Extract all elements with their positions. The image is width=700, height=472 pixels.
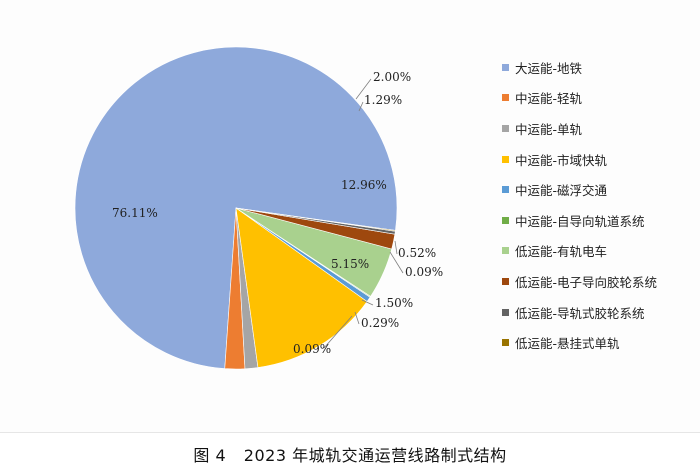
legend-label: 中运能-单轨 — [515, 121, 583, 137]
data-label: 1.29% — [364, 93, 402, 107]
pie-chart: 76.11% 2.00% 1.29% 12.96% 0.52% 0.09% 5.15% 1.5… — [74, 46, 443, 370]
legend-label: 低运能-电子导向胶轮系统 — [515, 274, 658, 290]
legend-label: 低运能-导轨式胶轮系统 — [515, 305, 645, 321]
data-label: 0.09% — [293, 342, 331, 356]
data-label: 0.52% — [398, 246, 436, 260]
data-label: 5.15% — [331, 257, 369, 271]
legend-swatch — [502, 339, 509, 347]
legend-swatch — [502, 63, 509, 71]
figure-caption: 图 4 2023 年城轨交通运营线路制式结构 — [0, 442, 700, 466]
leader-line — [354, 311, 360, 325]
leader-line — [394, 240, 398, 255]
legend-label: 中运能-轻轨 — [515, 91, 583, 107]
data-label: 0.09% — [405, 265, 443, 279]
pie-slice — [235, 207, 368, 368]
chart-area: 76.11% 2.00% 1.29% 12.96% 0.52% 0.09% 5.15% 1.5… — [0, 46, 700, 433]
pie-slice — [235, 207, 396, 232]
leader-line — [323, 315, 353, 349]
legend-item: 大运能-地铁 — [502, 52, 692, 83]
leader-line — [355, 78, 372, 100]
figure-title: 2023 年城轨交通运营线路制式结构 — [243, 446, 507, 465]
legend-label: 中运能-市域快轨 — [515, 152, 608, 168]
legend-item: 低运能-导轨式胶轮系统 — [502, 297, 692, 328]
leader-line — [389, 251, 404, 274]
data-label: 76.11% — [112, 206, 158, 220]
legend-label: 大运能-地铁 — [515, 60, 583, 76]
legend-label: 低运能-悬挂式单轨 — [515, 336, 620, 352]
legend-label: 中运能-自导向轨道系统 — [515, 213, 645, 229]
data-label: 2.00% — [373, 70, 411, 84]
leader-line — [358, 101, 364, 112]
data-label: 12.96% — [341, 178, 387, 192]
legend-swatch — [502, 155, 509, 163]
legend-swatch — [502, 124, 509, 132]
legend-item: 低运能-电子导向胶轮系统 — [502, 266, 692, 297]
legend-item: 中运能-自导向轨道系统 — [502, 205, 692, 236]
legend-item: 低运能-悬挂式单轨 — [502, 327, 692, 358]
legend-swatch — [502, 308, 509, 316]
legend-swatch — [502, 186, 509, 194]
legend-swatch — [502, 94, 509, 102]
legend-item: 中运能-单轨 — [502, 113, 692, 144]
data-label: 1.50% — [375, 296, 413, 310]
data-label: 0.29% — [361, 316, 399, 330]
legend-item: 中运能-磁浮交通 — [502, 174, 692, 205]
legend-item: 低运能-有轨电车 — [502, 236, 692, 267]
legend-item: 中运能-轻轨 — [502, 83, 692, 114]
legend: 大运能-地铁 中运能-轻轨 中运能-单轨中运能-市域快轨 中运能-磁浮交通中运能-自导… — [502, 52, 692, 358]
legend-label: 中运能-磁浮交通 — [515, 183, 608, 199]
legend-swatch — [502, 277, 509, 285]
legend-item: 中运能-市域快轨 — [502, 144, 692, 175]
legend-label: 低运能-有轨电车 — [515, 244, 608, 260]
legend-swatch — [502, 216, 509, 224]
leader-line — [361, 299, 374, 306]
legend-swatch — [502, 247, 509, 255]
figure-number: 图 4 — [193, 446, 227, 465]
